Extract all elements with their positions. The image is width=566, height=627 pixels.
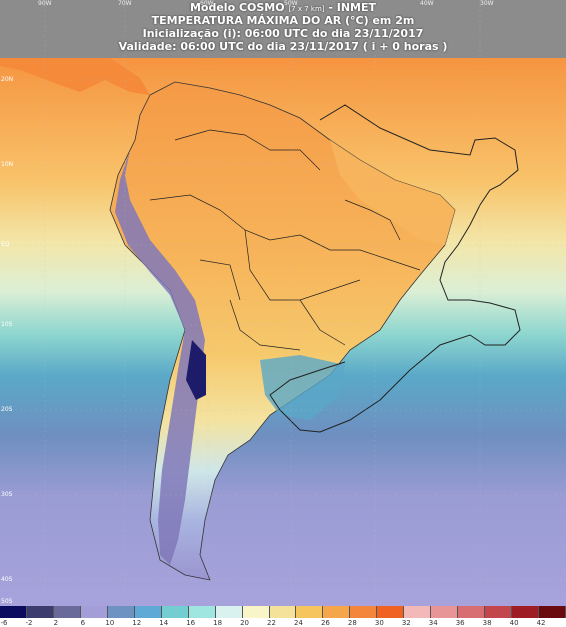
graticule <box>0 0 566 606</box>
legend-tick-label: 12 <box>132 619 142 627</box>
legend-swatch <box>404 606 432 618</box>
lat-label: 10S <box>1 321 13 328</box>
legend-tick-label: 42 <box>536 619 546 627</box>
legend-tick-label: -2 <box>25 619 33 627</box>
lon-label: 60W <box>200 0 214 7</box>
central-america <box>0 58 150 95</box>
andes-coldest <box>186 340 206 400</box>
legend-swatch <box>53 606 81 618</box>
legend-tick-label: 28 <box>347 619 357 627</box>
legend-tick-label: 30 <box>374 619 384 627</box>
lat-label: 20S <box>1 406 13 413</box>
outside-domain <box>0 0 566 58</box>
political-borders <box>149 129 421 351</box>
lat-label: 20N <box>1 76 14 83</box>
legend-swatch <box>296 606 324 618</box>
legend-swatch <box>350 606 378 618</box>
legend-tick-label: 40 <box>509 619 519 627</box>
northeast-brazil <box>330 140 455 245</box>
legend-swatch <box>107 606 135 618</box>
legend-tick-label: 38 <box>482 619 492 627</box>
map-variable: TEMPERATURA MÁXIMA DO AR (°C) em 2m <box>151 14 415 27</box>
map-header-model: Modelo COSMO [7 x 7 km] - INMET <box>0 2 566 15</box>
legend-tick-label: 24 <box>294 619 303 627</box>
legend-tick-label: 36 <box>455 619 465 627</box>
legend-swatch <box>512 606 540 618</box>
legend-tick-label: -6 <box>0 619 8 627</box>
legend-swatch <box>242 606 270 618</box>
lat-label: 50S <box>1 598 13 605</box>
legend-swatch <box>431 606 459 618</box>
south-brazil-cool <box>260 355 345 420</box>
legend-swatch <box>323 606 351 618</box>
andes-cold-band <box>115 150 205 565</box>
legend-tick-label: 26 <box>320 619 330 627</box>
lat-label: 30S <box>1 491 13 498</box>
legend-swatch <box>188 606 216 618</box>
legend-tick-label: 20 <box>240 619 250 627</box>
lon-label: 30W <box>480 0 494 7</box>
lat-label: 10N <box>1 161 14 168</box>
color-legend: -6 -2 2 6 10 12 14 16 18 20 22 24 26 28 30 32 34 36 38 40 42 <box>0 606 566 627</box>
legend-tick-label: 16 <box>186 619 196 627</box>
legend-swatch <box>539 606 566 618</box>
maritime-boundary <box>269 104 521 433</box>
legend-swatch <box>485 606 513 618</box>
map-valid-time: Validade: 06:00 UTC do dia 23/11/2017 ( … <box>118 40 448 53</box>
legend-swatch <box>458 606 486 618</box>
lat-label: 40S <box>1 576 13 583</box>
legend-swatch <box>377 606 405 618</box>
legend-tick-label: 22 <box>267 619 276 627</box>
legend-tick-label: 18 <box>213 619 223 627</box>
legend-tick-label: 34 <box>428 619 438 627</box>
model-resolution: [7 x 7 km] <box>288 5 325 13</box>
legend-swatch <box>215 606 243 618</box>
legend-swatch <box>269 606 297 618</box>
legend-swatch <box>0 606 27 618</box>
legend-swatch <box>161 606 189 618</box>
map-init-time: Inicialização (i): 06:00 UTC do dia 23/1… <box>142 27 424 40</box>
legend-tick-label: 2 <box>53 619 59 627</box>
model-name: Modelo COSMO <box>189 1 285 14</box>
lon-label: 40W <box>420 0 434 7</box>
legend-swatch <box>26 606 54 618</box>
legend-tick-label: 32 <box>401 619 411 627</box>
legend-tick-label: 14 <box>159 619 169 627</box>
model-org: - INMET <box>328 1 377 14</box>
lon-label: 70W <box>118 0 132 7</box>
lat-label: EQ <box>1 241 10 248</box>
legend-swatch <box>80 606 108 618</box>
lon-label: 50W <box>284 0 298 7</box>
legend-tick-label: 6 <box>80 619 86 627</box>
legend-tick-label: 10 <box>105 619 115 627</box>
lon-label: 90W <box>38 0 52 7</box>
legend-swatch <box>134 606 162 618</box>
